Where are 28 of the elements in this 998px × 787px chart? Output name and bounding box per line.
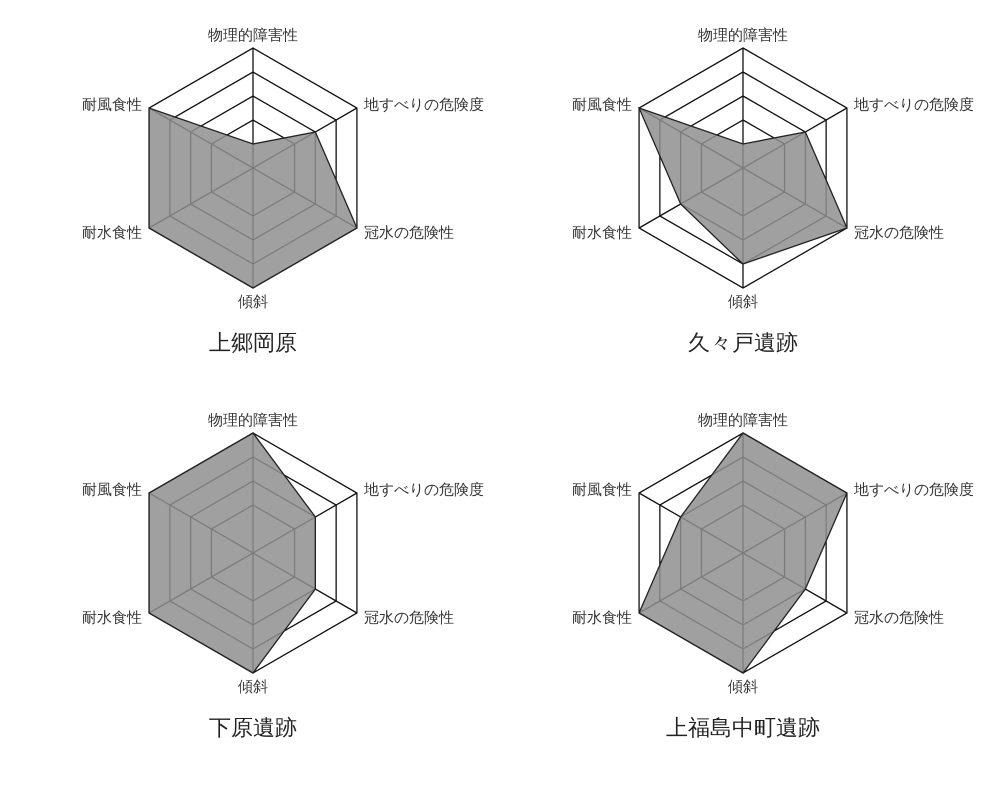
spoke-label: 傾斜 <box>728 292 758 311</box>
spoke-label: 耐水食性 <box>82 223 142 242</box>
text: 上郷岡原 <box>208 330 298 358</box>
spoke-label: 傾斜 <box>238 678 268 696</box>
spoke-label: 耐水食性 <box>572 223 632 242</box>
spoke-label: 傾斜 <box>238 292 268 311</box>
text: 上福島中町遺跡 <box>665 715 821 743</box>
text: 下原遺跡 <box>208 715 298 743</box>
spoke-label: 地すべりの危険度 <box>852 480 974 498</box>
spoke-label: 冠水の危険性 <box>364 608 454 626</box>
spoke-label: 傾斜 <box>728 678 758 696</box>
spoke-label: 物理的障害性 <box>698 411 788 429</box>
spoke-label: 物理的障害性 <box>698 26 788 44</box>
spoke-label: 冠水の危険性 <box>854 223 944 242</box>
spoke-label: 耐水食性 <box>572 608 632 626</box>
spoke-label: 耐風食性 <box>572 480 632 498</box>
spoke-label: 物理的障害性 <box>208 26 298 44</box>
spoke-label: 耐風食性 <box>82 95 142 114</box>
spoke-label: 耐水食性 <box>82 608 142 626</box>
spoke-label: 冠水の危険性 <box>364 223 454 242</box>
spoke-label: 耐風食性 <box>572 95 632 114</box>
spoke-label: 耐風食性 <box>82 480 142 498</box>
spoke-label: 地すべりの危険度 <box>362 480 484 498</box>
spoke-label: 冠水の危険性 <box>854 608 944 626</box>
text: 久々戸遺跡 <box>687 330 799 358</box>
spoke-label: 地すべりの危険度 <box>852 95 974 114</box>
spoke-label: 物理的障害性 <box>208 411 298 429</box>
spoke-label: 地すべりの危険度 <box>362 95 484 114</box>
